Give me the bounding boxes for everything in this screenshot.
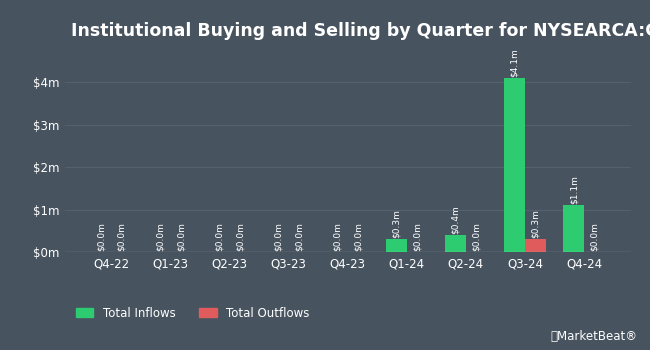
Legend: Total Inflows, Total Outflows: Total Inflows, Total Outflows bbox=[71, 302, 315, 324]
Text: $0.0m: $0.0m bbox=[97, 222, 105, 251]
Text: $0.0m: $0.0m bbox=[590, 222, 599, 251]
Text: $0.0m: $0.0m bbox=[117, 222, 126, 251]
Bar bbox=[504, 78, 525, 252]
Text: $0.0m: $0.0m bbox=[333, 222, 342, 251]
Text: Institutional Buying and Selling by Quarter for NYSEARCA:GAUG: Institutional Buying and Selling by Quar… bbox=[71, 22, 650, 40]
Text: $0.0m: $0.0m bbox=[176, 222, 185, 251]
Text: $1.1m: $1.1m bbox=[569, 175, 578, 204]
Bar bbox=[525, 239, 546, 252]
Text: $4.1m: $4.1m bbox=[510, 48, 519, 77]
Text: $0.0m: $0.0m bbox=[155, 222, 164, 251]
Text: $0.0m: $0.0m bbox=[214, 222, 224, 251]
Text: $0.0m: $0.0m bbox=[235, 222, 244, 251]
Text: ⨹MarketBeat®: ⨹MarketBeat® bbox=[550, 330, 637, 343]
Bar bbox=[564, 205, 584, 252]
Bar bbox=[386, 239, 407, 252]
Bar bbox=[445, 235, 466, 252]
Text: $0.0m: $0.0m bbox=[274, 222, 283, 251]
Text: $0.0m: $0.0m bbox=[294, 222, 304, 251]
Text: $0.0m: $0.0m bbox=[472, 222, 481, 251]
Text: $0.3m: $0.3m bbox=[392, 209, 401, 238]
Text: $0.0m: $0.0m bbox=[413, 222, 422, 251]
Text: $0.0m: $0.0m bbox=[354, 222, 363, 251]
Text: $0.3m: $0.3m bbox=[531, 209, 540, 238]
Text: $0.4m: $0.4m bbox=[451, 205, 460, 234]
